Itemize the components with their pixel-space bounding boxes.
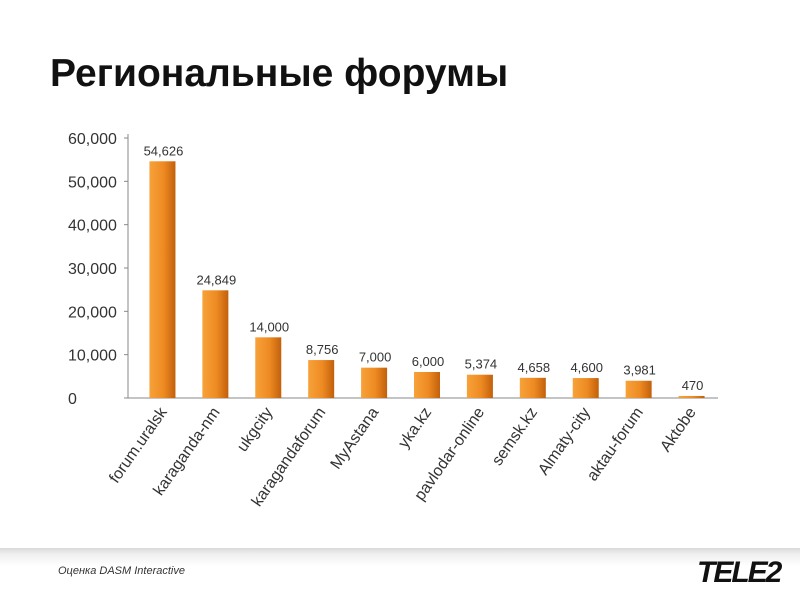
bar [414, 372, 440, 398]
bar [255, 337, 282, 398]
y-tick-label: 10,000 [68, 348, 117, 365]
bar-value-label: 8,756 [306, 342, 339, 357]
x-category-label: Aktobe [657, 404, 700, 455]
bar-value-label: 5,374 [465, 357, 498, 372]
bar [625, 380, 652, 398]
bar-value-label: 6,000 [412, 354, 445, 369]
x-category-label: aktau-forum [584, 405, 647, 485]
bar-value-label: 54,626 [144, 143, 184, 158]
bar [361, 367, 388, 398]
bar-value-label: 14,000 [249, 319, 289, 334]
bar [572, 378, 599, 398]
y-tick-label: 20,000 [68, 304, 117, 321]
tele2-logo: TELE2 [697, 556, 782, 589]
x-category-label: ukgcity [234, 405, 276, 456]
y-tick-label: 0 [68, 391, 77, 408]
x-category-label: semsk.kz [489, 405, 541, 469]
value-labels: 54,626 24,849 14,000 8,756 7,000 6,000 5,374 4,… [144, 143, 704, 393]
y-tick-label: 50,000 [68, 174, 117, 191]
bar [308, 360, 335, 398]
x-category-label: yka.kz [395, 405, 435, 452]
x-category-label: Almaty-city [535, 405, 594, 479]
bar-value-label: 24,849 [196, 272, 236, 287]
bar-value-label: 4,658 [518, 360, 551, 375]
y-tick-label: 30,000 [68, 261, 117, 278]
footer-note: Оценка DASM Interactive [58, 565, 185, 577]
bar-value-label: 470 [682, 378, 704, 393]
bar-value-label: 7,000 [359, 350, 392, 365]
bar-value-label: 3,981 [623, 363, 656, 378]
bar [202, 290, 229, 398]
bar [149, 161, 176, 398]
x-category-label: MyAstana [328, 404, 383, 472]
y-tick-label: 60,000 [68, 131, 117, 148]
bar [466, 374, 493, 398]
bar-value-label: 4,600 [570, 360, 603, 375]
bar [519, 377, 546, 398]
bars [149, 161, 705, 398]
slide-title: Региональные форумы [50, 52, 509, 95]
bar [678, 395, 705, 398]
bar-chart: 0 10,000 20,000 30,000 40,000 50,000 60,000 54… [68, 131, 718, 510]
footer-band [0, 548, 800, 600]
y-tick-label: 40,000 [68, 218, 117, 235]
